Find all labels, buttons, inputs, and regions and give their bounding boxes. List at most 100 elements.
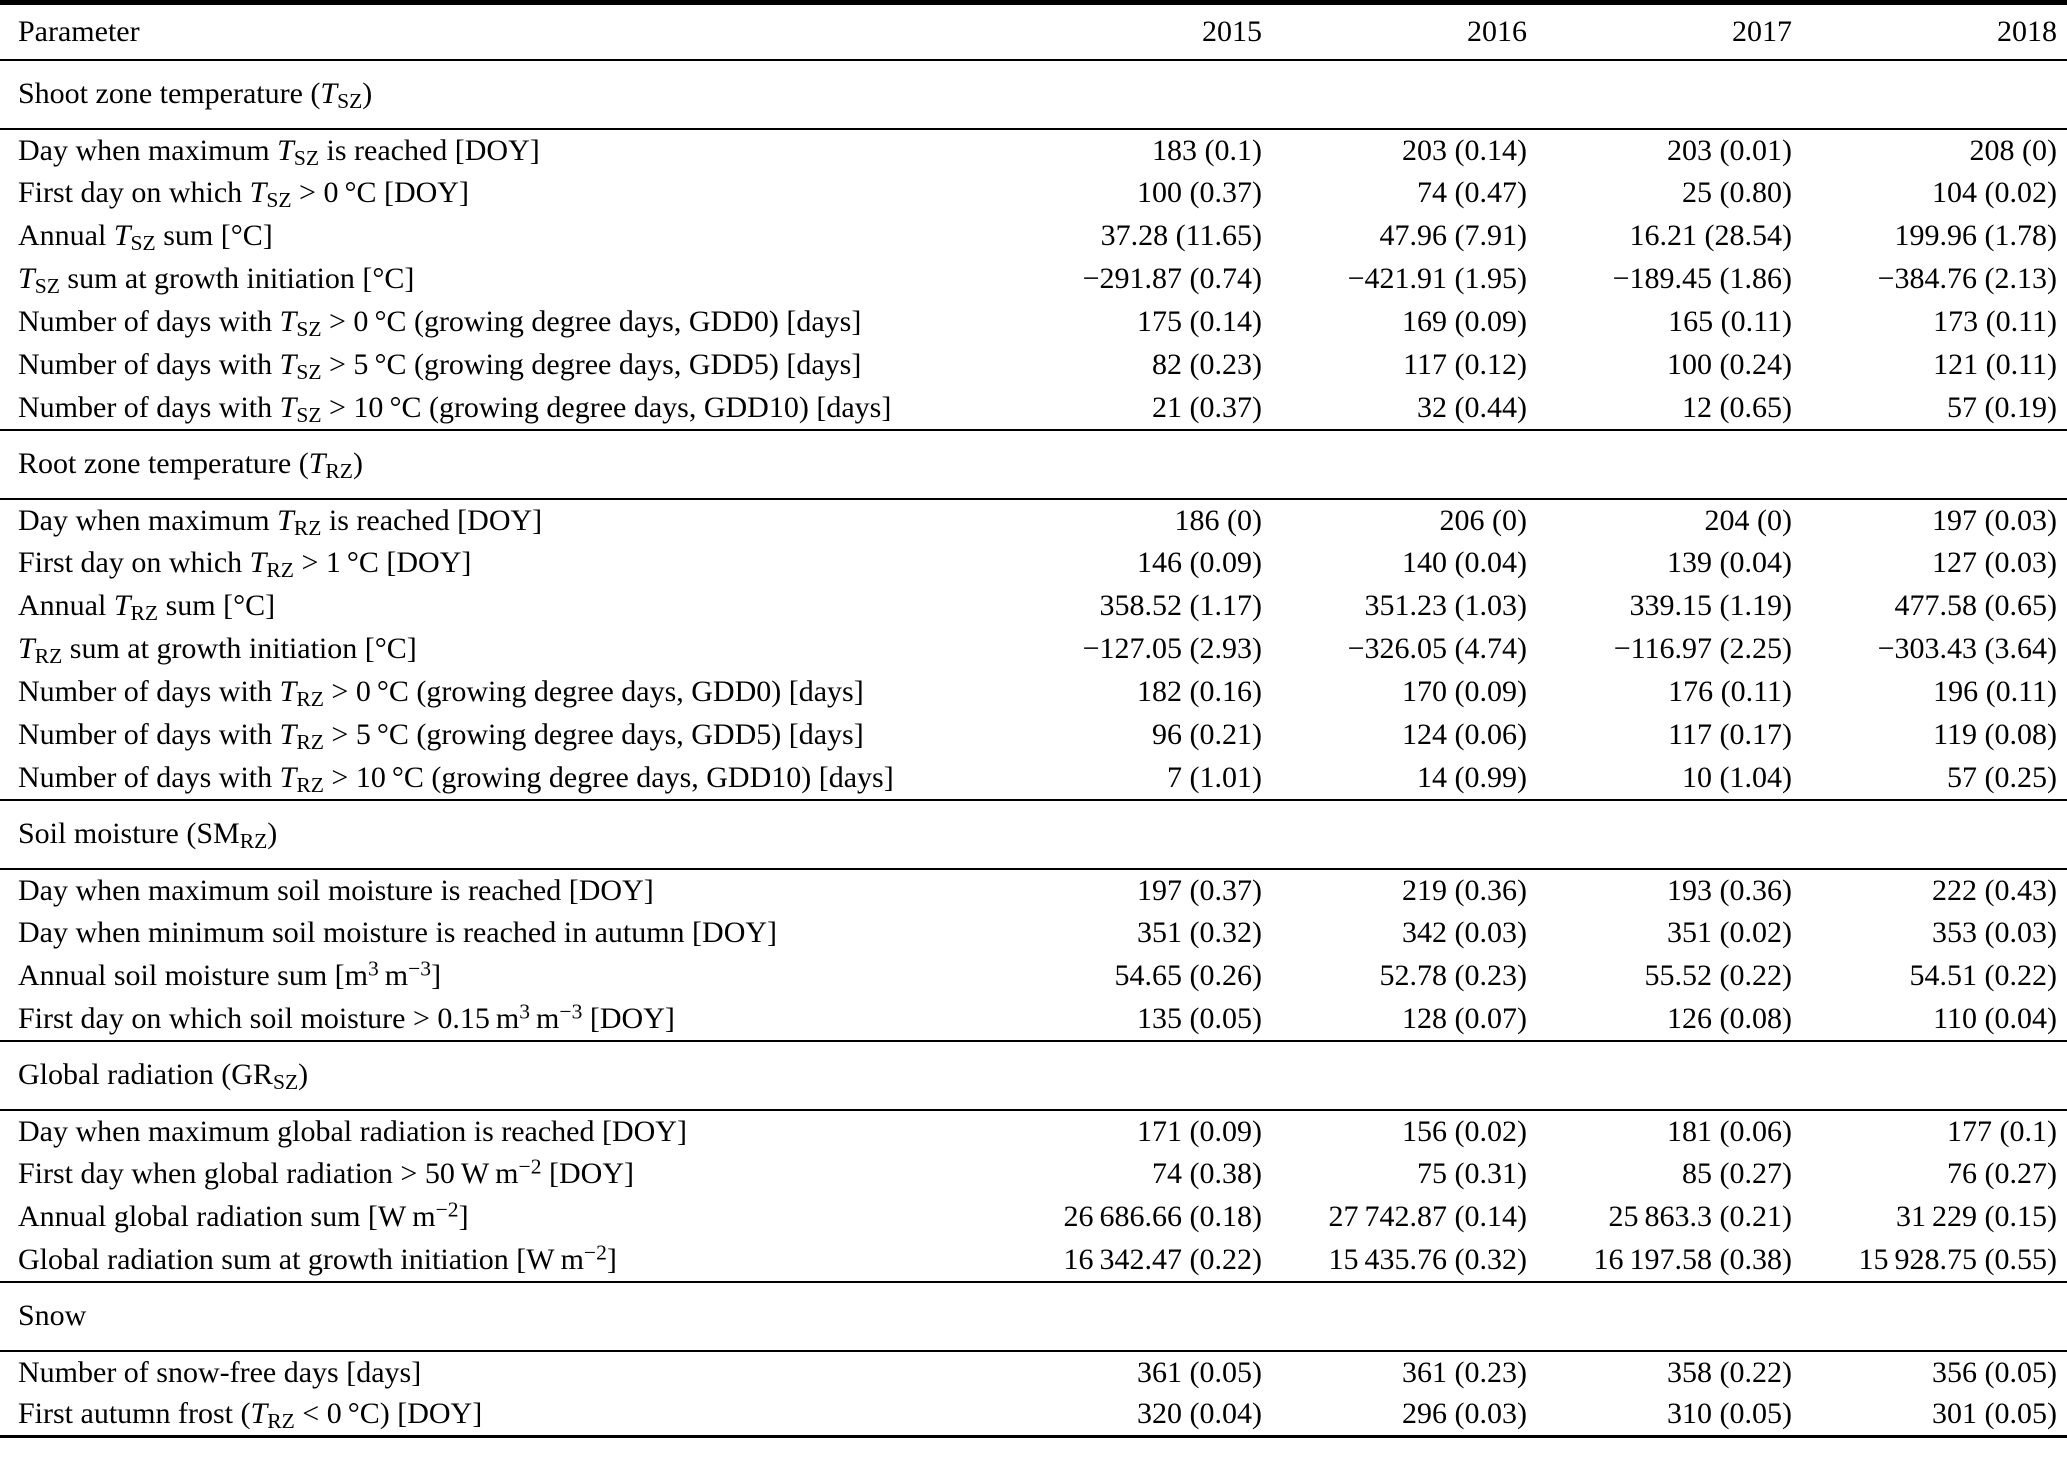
section-body: Day when maximum global radiation is rea… <box>0 1110 2067 1282</box>
value-cell: 55.52 (0.22) <box>1644 959 1792 992</box>
value-cell: 100 (0.24) <box>1667 348 1792 381</box>
value-cell: 339.15 (1.19) <box>1629 589 1792 622</box>
value-cell: 54.65 (0.26) <box>1114 959 1262 992</box>
value-cell: 320 (0.04) <box>1137 1397 1262 1431</box>
table-row: Day when minimum soil moisture is reache… <box>0 912 2067 955</box>
year-column-header-2016: 2016 <box>1467 14 1527 48</box>
value-cell: 76 (0.27) <box>1947 1157 2057 1190</box>
table-row: Annual global radiation sum [W m−2] 26 68… <box>0 1196 2067 1239</box>
results-table: Parameter 2015 2016 2017 2018 Shoot zone… <box>0 0 2067 1438</box>
value-cell: 196 (0.11) <box>1933 675 2057 708</box>
table-row: Number of days with TRZ > 0 °C (growing … <box>0 671 2067 714</box>
value-cell: 124 (0.06) <box>1402 718 1527 751</box>
value-cell: 208 (0) <box>1969 133 2057 167</box>
value-cell: 181 (0.06) <box>1667 1114 1792 1148</box>
value-cell: 182 (0.16) <box>1137 675 1262 708</box>
value-cell: 183 (0.1) <box>1152 133 1262 167</box>
value-cell: 206 (0) <box>1439 503 1527 537</box>
value-cell: 351 (0.32) <box>1137 916 1262 949</box>
value-cell: −291.87 (0.74) <box>1082 262 1262 295</box>
section-title: Snow <box>18 1299 87 1332</box>
parameter-label: Number of days with TRZ > 10 °C (growing… <box>18 760 894 797</box>
parameter-label: Day when minimum soil moisture is reache… <box>18 916 778 949</box>
value-cell: 110 (0.04) <box>1933 1001 2057 1035</box>
value-cell: 128 (0.07) <box>1402 1001 1527 1035</box>
year-column-header-2017: 2017 <box>1732 14 1792 48</box>
value-cell: 37.28 (11.65) <box>1100 219 1262 252</box>
value-cell: 156 (0.02) <box>1402 1114 1527 1148</box>
table-header: Parameter 2015 2016 2017 2018 <box>0 3 2067 60</box>
table-row: First day when global radiation > 50 W m… <box>0 1153 2067 1196</box>
parameter-label: Number of snow-free days [days] <box>18 1355 422 1389</box>
section-title: Shoot zone temperature (TSZ) <box>18 77 373 113</box>
table-row: Annual TSZ sum [°C] 37.28 (11.65) 47.96 (7… <box>0 215 2067 258</box>
value-cell: 358 (0.22) <box>1667 1355 1792 1389</box>
table-row: Number of days with TSZ > 10 °C (growing… <box>0 387 2067 430</box>
section-title: Root zone temperature (TRZ) <box>18 447 363 483</box>
value-cell: 356 (0.05) <box>1932 1355 2057 1389</box>
table-row: Day when maximum soil moisture is reache… <box>0 869 2067 912</box>
table-row: Annual TRZ sum [°C] 358.52 (1.17) 351.23 (… <box>0 585 2067 628</box>
value-cell: 170 (0.09) <box>1402 675 1527 708</box>
parameter-label: Day when maximum soil moisture is reache… <box>18 873 654 907</box>
value-cell: 361 (0.05) <box>1137 1355 1262 1389</box>
table-row: Global radiation sum at growth initiatio… <box>0 1239 2067 1282</box>
section-header-row: Global radiation (GRSZ) <box>0 1041 2067 1110</box>
section-body: Day when maximum TRZ is reached [DOY] 186… <box>0 499 2067 800</box>
table-row: Day when maximum TRZ is reached [DOY] 186… <box>0 499 2067 542</box>
parameter-column-header: Parameter <box>18 14 140 48</box>
section-header-row: Shoot zone temperature (TSZ) <box>0 60 2067 129</box>
value-cell: 171 (0.09) <box>1137 1114 1262 1148</box>
value-cell: 176 (0.11) <box>1668 675 1792 708</box>
parameter-label: Global radiation sum at growth initiatio… <box>18 1239 617 1276</box>
parameter-label: First day on which TSZ > 0 °C [DOY] <box>18 176 469 212</box>
value-cell: 14 (0.99) <box>1417 760 1527 794</box>
value-cell: −421.91 (1.95) <box>1347 262 1527 295</box>
value-cell: 10 (1.04) <box>1682 760 1792 794</box>
table-row: TSZ sum at growth initiation [°C] −291.87… <box>0 258 2067 301</box>
section-title: Soil moisture (SMRZ) <box>18 817 278 853</box>
value-cell: −189.45 (1.86) <box>1612 262 1792 295</box>
table-row: First day on which TRZ > 1 °C [DOY] 146 (… <box>0 542 2067 585</box>
value-cell: 75 (0.31) <box>1417 1157 1527 1190</box>
value-cell: −303.43 (3.64) <box>1877 632 2057 665</box>
value-cell: 203 (0.14) <box>1402 133 1527 167</box>
parameter-label: First day on which soil moisture > 0.15 … <box>18 998 675 1035</box>
parameter-label: Number of days with TSZ > 0 °C (growing … <box>18 305 862 341</box>
value-cell: 222 (0.43) <box>1932 873 2057 907</box>
table-row: First autumn frost (TRZ < 0 °C) [DOY] 320… <box>0 1394 2067 1437</box>
value-cell: 342 (0.03) <box>1402 916 1527 949</box>
parameter-label: First autumn frost (TRZ < 0 °C) [DOY] <box>18 1397 483 1433</box>
value-cell: 85 (0.27) <box>1682 1157 1792 1190</box>
value-cell: 477.58 (0.65) <box>1894 589 2057 622</box>
value-cell: 199.96 (1.78) <box>1894 219 2057 252</box>
value-cell: 100 (0.37) <box>1137 176 1262 209</box>
section-header-row: Soil moisture (SMRZ) <box>0 800 2067 869</box>
value-cell: 16 342.47 (0.22) <box>1063 1242 1263 1276</box>
table-row: Number of days with TSZ > 5 °C (growing … <box>0 344 2067 387</box>
value-cell: 31 229 (0.15) <box>1896 1200 2057 1233</box>
value-cell: 104 (0.02) <box>1932 176 2057 209</box>
value-cell: 203 (0.01) <box>1667 133 1792 167</box>
section-body: Number of snow-free days [days] 361 (0.05… <box>0 1351 2067 1437</box>
section-header: Root zone temperature (TRZ) <box>0 429 2067 499</box>
table-row: Number of snow-free days [days] 361 (0.05… <box>0 1351 2067 1394</box>
value-cell: 52.78 (0.23) <box>1379 959 1527 992</box>
table-row: Number of days with TSZ > 0 °C (growing … <box>0 301 2067 344</box>
value-cell: 12 (0.65) <box>1682 390 1792 424</box>
value-cell: 126 (0.08) <box>1667 1001 1792 1035</box>
value-cell: 26 686.66 (0.18) <box>1063 1200 1263 1233</box>
value-cell: 16 197.58 (0.38) <box>1593 1242 1793 1276</box>
value-cell: 15 928.75 (0.55) <box>1858 1242 2058 1276</box>
value-cell: 186 (0) <box>1174 503 1262 537</box>
parameter-label: Annual TRZ sum [°C] <box>18 589 276 625</box>
value-cell: 351.23 (1.03) <box>1364 589 1527 622</box>
value-cell: 119 (0.08) <box>1933 718 2057 751</box>
value-cell: 57 (0.25) <box>1947 760 2057 794</box>
parameter-label: TSZ sum at growth initiation [°C] <box>18 262 415 298</box>
parameter-label: TRZ sum at growth initiation [°C] <box>18 632 417 668</box>
parameter-label: Annual TSZ sum [°C] <box>18 219 273 255</box>
section-header: Snow <box>0 1281 2067 1351</box>
value-cell: 74 (0.38) <box>1152 1157 1262 1190</box>
